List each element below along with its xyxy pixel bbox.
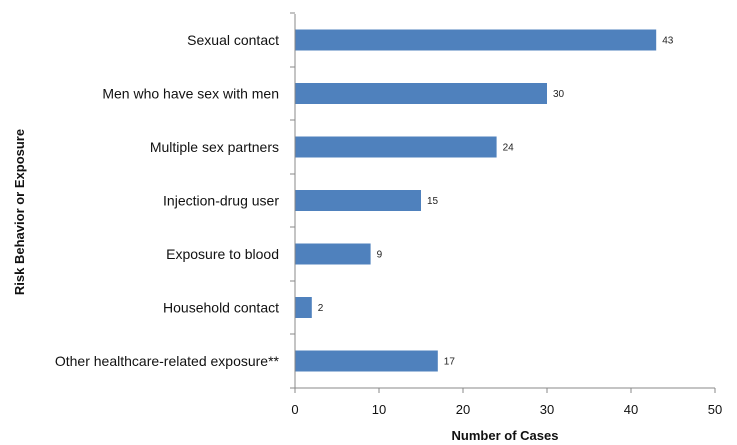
x-axis-ticks: 0 10 20 30 40 50 [291,388,722,417]
x-tick-label: 20 [456,402,470,417]
category-label: Injection-drug user [163,193,279,209]
bar [295,350,438,372]
x-tick-label: 50 [708,402,722,417]
x-tick-label: 40 [624,402,638,417]
category-label: Other healthcare-related exposure** [55,353,280,369]
data-label: 24 [503,143,515,154]
category-label: Exposure to blood [166,246,279,262]
bar [295,297,312,318]
category-label: Men who have sex with men [102,86,279,102]
bar [295,29,657,51]
category-label: Multiple sex partners [150,139,279,155]
bar [295,243,371,265]
data-labels: 43 30 24 15 9 2 17 [318,36,674,368]
x-tick-label: 10 [372,402,386,417]
x-tick-label: 0 [291,402,298,417]
data-label: 30 [553,89,565,100]
data-label: 2 [318,303,324,314]
data-label: 15 [427,196,439,207]
y-axis-ticks [290,12,295,389]
category-label: Sexual contact [187,32,279,48]
x-axis-title: Number of Cases [452,428,559,443]
data-label: 9 [377,250,383,261]
bar [295,136,497,158]
bars-layer [295,29,657,372]
x-tick-label: 30 [540,402,554,417]
category-label: Household contact [163,300,279,316]
data-label: 17 [444,357,456,368]
category-labels: Sexual contact Men who have sex with men M… [55,32,280,369]
y-axis-title: Risk Behavior or Exposure [12,129,27,295]
data-label: 43 [662,36,674,47]
bar [295,83,547,104]
bar [295,190,421,211]
